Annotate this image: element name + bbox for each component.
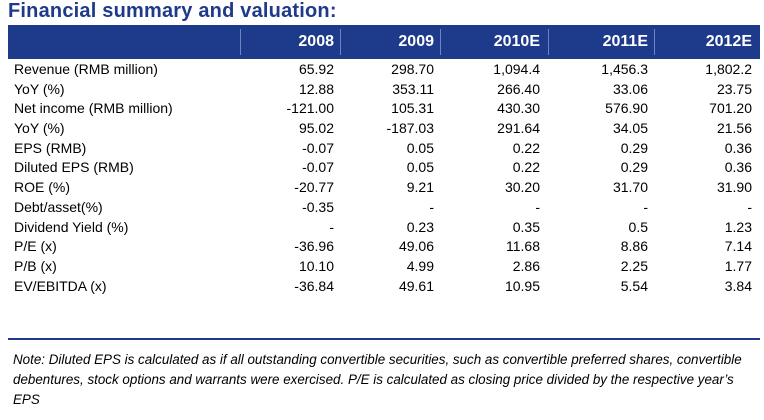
header-divider xyxy=(548,29,549,55)
column-header-2011e: 2011E xyxy=(602,33,648,50)
table-cell: 105.31 xyxy=(391,100,434,117)
table-cell: -0.07 xyxy=(302,139,334,156)
table-cell: 1,802.2 xyxy=(705,61,752,77)
table-cell: 34.05 xyxy=(612,120,648,137)
table-row: Revenue (RMB million) 65.92 298.70 1,094.4 1… xyxy=(8,60,760,80)
row-label: Diluted EPS (RMB) xyxy=(14,159,134,176)
table-cell: -187.03 xyxy=(386,120,434,137)
row-label: P/B (x) xyxy=(14,257,57,274)
table-cell: 0.36 xyxy=(724,139,752,156)
table-cell: -36.96 xyxy=(294,238,334,255)
table-cell: 1,094.4 xyxy=(493,61,540,77)
table-cell: 266.40 xyxy=(497,80,540,97)
table-bottom-rule xyxy=(8,338,760,340)
table-row: P/B (x) 10.10 4.99 2.86 2.25 1.77 xyxy=(8,257,760,277)
table-cell: 430.30 xyxy=(497,100,540,117)
table-cell: 33.06 xyxy=(612,80,648,97)
table-body: Revenue (RMB million) 65.92 298.70 1,094.4 1… xyxy=(8,60,760,296)
header-divider xyxy=(240,29,241,55)
row-label: ROE (%) xyxy=(14,179,70,196)
table-cell: 95.02 xyxy=(298,120,334,137)
table-row: YoY (%) 95.02 -187.03 291.64 34.05 21.56 xyxy=(8,119,760,139)
column-header-2008: 2008 xyxy=(298,33,334,50)
table-cell: 10.95 xyxy=(504,277,540,294)
table-cell: 0.22 xyxy=(512,139,540,156)
table-row: Diluted EPS (RMB) -0.07 0.05 0.22 0.29 0.36 xyxy=(8,158,760,178)
column-header-2010e: 2010E xyxy=(493,33,540,50)
table-cell: 0.23 xyxy=(406,218,434,235)
table-cell: 701.20 xyxy=(709,100,752,117)
table-cell: -0.07 xyxy=(302,159,334,176)
table-cell: 4.99 xyxy=(406,257,434,274)
table-cell: 23.75 xyxy=(716,80,752,97)
table-cell: - xyxy=(747,198,752,215)
row-label: Debt/asset(%) xyxy=(14,198,103,215)
row-label: EV/EBITDA (x) xyxy=(14,277,107,294)
header-divider xyxy=(654,29,655,55)
footnote: Note: Diluted EPS is calculated as if al… xyxy=(13,352,742,407)
table-row: ROE (%) -20.77 9.21 30.20 31.70 31.90 xyxy=(8,178,760,198)
table-cell: - xyxy=(329,218,334,235)
table-cell: 0.29 xyxy=(620,139,648,156)
table-cell: - xyxy=(429,198,434,215)
table-cell: -36.84 xyxy=(294,277,334,294)
table-cell: 0.5 xyxy=(628,218,648,235)
table-cell: 49.61 xyxy=(398,277,434,294)
header-divider xyxy=(340,29,341,55)
column-header-2009: 2009 xyxy=(398,33,434,50)
table-cell: 291.64 xyxy=(497,120,540,137)
table-row: EV/EBITDA (x) -36.84 49.61 10.95 5.54 3.84 xyxy=(8,277,760,297)
table-cell: 2.25 xyxy=(620,257,648,274)
table-row: YoY (%) 12.88 353.11 266.40 33.06 23.75 xyxy=(8,80,760,100)
table-cell: 353.11 xyxy=(392,80,434,97)
table-cell: 49.06 xyxy=(398,238,434,255)
table-cell: 1.77 xyxy=(724,257,752,274)
table-cell: -20.77 xyxy=(294,179,334,196)
table-row: P/E (x) -36.96 49.06 11.68 8.86 7.14 xyxy=(8,237,760,257)
table-cell: 1.23 xyxy=(724,218,752,235)
row-label: Revenue (RMB million) xyxy=(14,61,158,77)
page-title: Financial summary and valuation: xyxy=(8,0,337,22)
table-cell: 65.92 xyxy=(298,61,334,77)
table-cell: 0.29 xyxy=(620,159,648,176)
table-row: Net income (RMB million) -121.00 105.31 430… xyxy=(8,99,760,119)
table-cell: 9.21 xyxy=(406,179,434,196)
table-cell: -0.35 xyxy=(302,198,334,215)
table-cell: 30.20 xyxy=(504,179,540,196)
table-cell: 576.90 xyxy=(605,100,648,117)
table-cell: 0.05 xyxy=(406,159,434,176)
table-cell: 298.70 xyxy=(391,61,434,77)
table-cell: 2.86 xyxy=(512,257,540,274)
table-cell: -121.00 xyxy=(286,100,334,117)
table-cell: 10.10 xyxy=(298,257,334,274)
row-label: EPS (RMB) xyxy=(14,139,87,156)
table-cell: 11.68 xyxy=(506,238,540,255)
row-label: YoY (%) xyxy=(14,120,65,137)
table-cell: - xyxy=(643,198,648,215)
row-label: P/E (x) xyxy=(14,238,57,255)
table-row: Debt/asset(%) -0.35 - - - - xyxy=(8,198,760,218)
table-cell: 5.54 xyxy=(620,277,648,294)
column-header-2012e: 2012E xyxy=(705,33,752,50)
table-cell: 0.35 xyxy=(512,218,540,235)
row-label: Net income (RMB million) xyxy=(14,100,173,117)
table-cell: 0.22 xyxy=(512,159,540,176)
table-cell: 31.90 xyxy=(716,179,752,196)
table-cell: 1,456.3 xyxy=(601,61,648,77)
table-cell: 0.05 xyxy=(406,139,434,156)
table-cell: 21.56 xyxy=(716,120,752,137)
table-cell: - xyxy=(535,198,540,215)
table-cell: 12.88 xyxy=(298,80,334,97)
table-cell: 3.84 xyxy=(724,277,752,294)
table-cell: 31.70 xyxy=(612,179,648,196)
table-row: EPS (RMB) -0.07 0.05 0.22 0.29 0.36 xyxy=(8,139,760,159)
table-cell: 0.36 xyxy=(724,159,752,176)
table-cell: 8.86 xyxy=(620,238,648,255)
table-row: Dividend Yield (%) - 0.23 0.35 0.5 1.23 xyxy=(8,218,760,238)
header-divider xyxy=(440,29,441,55)
table-cell: 7.14 xyxy=(724,238,752,255)
row-label: YoY (%) xyxy=(14,80,65,97)
table-header: 2008 2009 2010E 2011E 2012E xyxy=(8,25,760,59)
row-label: Dividend Yield (%) xyxy=(14,218,129,235)
